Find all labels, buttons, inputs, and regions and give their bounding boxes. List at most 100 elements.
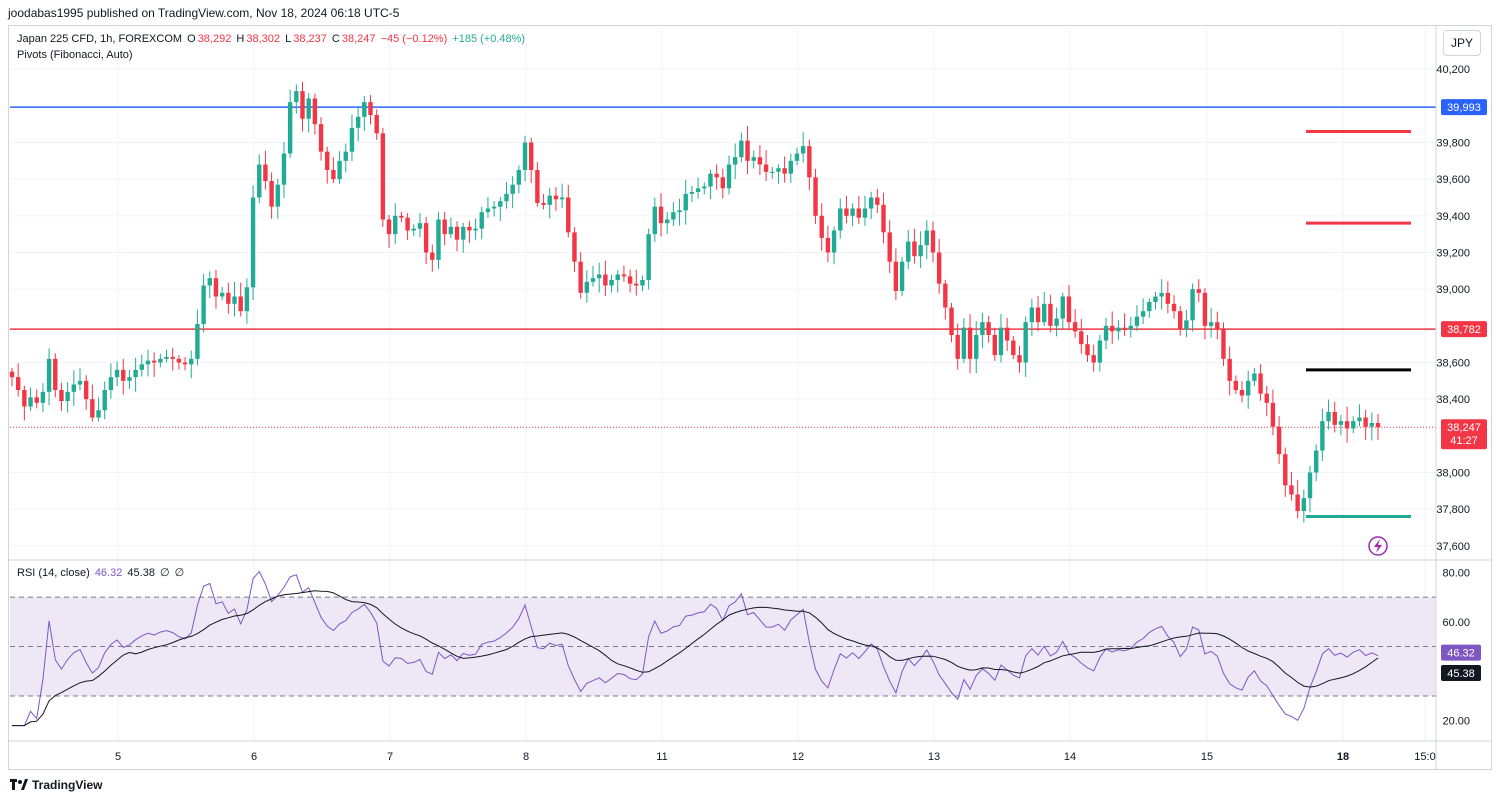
candle-body: [281, 153, 287, 185]
currency-button[interactable]: JPY: [1443, 30, 1481, 56]
candle-body: [887, 232, 892, 262]
candle-body: [850, 208, 855, 216]
candle-body: [1357, 417, 1362, 422]
candle-body: [1054, 318, 1059, 326]
candle-body: [1227, 358, 1232, 381]
candle-body: [1196, 289, 1201, 293]
candle-body: [745, 140, 750, 161]
candle-body: [257, 164, 262, 198]
candle-body: [596, 274, 602, 279]
change-value: −45 (−0.12%): [380, 33, 448, 45]
candle-body: [362, 102, 367, 117]
candle-body: [906, 241, 911, 262]
candle-body: [955, 335, 960, 359]
candle-body: [65, 391, 70, 401]
x-tick-label: 15: [1201, 751, 1213, 763]
rsi-panel: [12, 570, 1379, 727]
candle-body: [1221, 329, 1226, 359]
candle-body: [133, 369, 138, 378]
candle-body: [831, 230, 837, 253]
candle-body: [368, 102, 373, 115]
candle-body: [158, 358, 163, 363]
candle-body: [899, 261, 905, 291]
candle-body: [967, 327, 973, 359]
candle-body: [1375, 423, 1381, 428]
candle-body: [269, 181, 274, 207]
candle-body: [856, 208, 861, 218]
candle-body: [1091, 355, 1096, 363]
candle-body: [936, 252, 942, 284]
candle-body: [1140, 311, 1146, 317]
candle-body: [819, 215, 824, 238]
candle-body: [881, 204, 886, 233]
candle-body: [244, 287, 250, 312]
candle-body: [1004, 327, 1010, 341]
candle-body: [1048, 303, 1053, 326]
candle-body: [374, 115, 379, 134]
candle-body: [1208, 322, 1214, 326]
candle-body: [90, 399, 95, 418]
candle-body: [454, 226, 460, 240]
candle-body: [621, 274, 627, 277]
candle-body: [417, 223, 423, 229]
candle-body: [1097, 340, 1103, 363]
candle-body: [189, 358, 194, 365]
candle-body: [1122, 327, 1127, 330]
candle-body: [1023, 322, 1028, 363]
candle-body: [689, 192, 695, 194]
candle-body: [176, 358, 182, 363]
candle-body: [788, 160, 794, 174]
candle-body: [1035, 307, 1041, 323]
candle-body: [1245, 380, 1251, 396]
candle-body: [609, 280, 614, 286]
y-tick-label: 37,800: [1436, 504, 1470, 516]
candle-body: [918, 245, 923, 257]
candle-body: [448, 226, 454, 235]
candle-body: [1307, 472, 1313, 499]
rsi-legend[interactable]: RSI (14, close) 46.32 45.38 ∅ ∅: [17, 567, 185, 579]
y-tick-label: 38,400: [1436, 394, 1470, 406]
candle-body: [151, 360, 157, 363]
candle-body: [664, 219, 670, 224]
candle-body: [1363, 417, 1368, 427]
candle-body: [640, 280, 645, 286]
candle-body: [213, 278, 219, 297]
candle-body: [541, 203, 546, 205]
price-tag-label: 38,782: [1447, 324, 1481, 336]
candle-body: [201, 285, 206, 324]
candle-body: [22, 390, 27, 407]
candle-body: [566, 197, 571, 233]
candle-body: [139, 364, 145, 370]
x-tick-label: 8: [523, 751, 529, 763]
candle-body: [1283, 454, 1288, 486]
candle-body: [739, 140, 744, 158]
candle-body: [9, 371, 15, 378]
candle-body: [1110, 325, 1115, 332]
candle-body: [1276, 426, 1282, 455]
candle-body: [1147, 302, 1152, 312]
candle-body: [646, 234, 651, 280]
candle-body: [182, 362, 188, 365]
candle-body: [986, 322, 991, 335]
pivots-legend[interactable]: Pivots (Fibonacci, Auto): [17, 49, 133, 61]
tradingview-footer[interactable]: TradingView: [10, 778, 102, 792]
candle-body: [757, 157, 763, 165]
candle-body: [1165, 292, 1171, 304]
candle-body: [1153, 296, 1158, 302]
price-lines: [10, 106, 1436, 518]
candle-body: [695, 188, 701, 192]
candle-body: [232, 296, 237, 304]
candle-body: [677, 210, 682, 213]
candle-body: [1184, 320, 1189, 330]
candle-body: [535, 170, 540, 203]
x-tick-label: 11: [656, 751, 667, 763]
candle-body: [473, 228, 478, 231]
y-tick-label: 38,000: [1436, 468, 1470, 480]
candle-body: [430, 252, 435, 260]
candle-body: [603, 274, 608, 286]
candle-body: [992, 335, 997, 356]
candle-body: [207, 278, 212, 286]
candle-body: [702, 186, 707, 189]
